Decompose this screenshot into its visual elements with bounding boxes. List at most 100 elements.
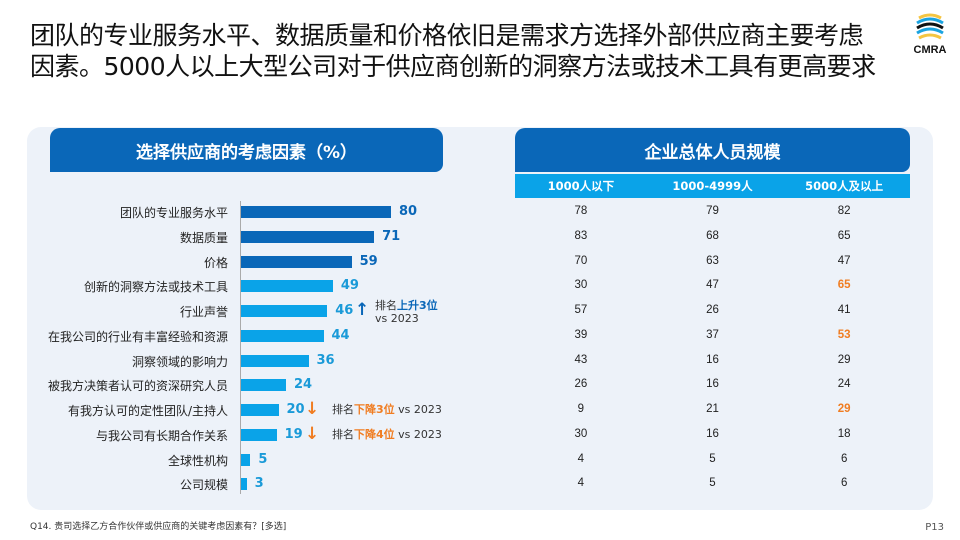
data-label: 19: [284, 426, 303, 442]
category-label: 行业声誉: [179, 305, 228, 319]
bar: [241, 230, 375, 243]
arrow-up-icon: ↑: [355, 300, 370, 320]
chart-axis: [240, 201, 241, 494]
table-cell: 83: [574, 229, 588, 242]
table-row: 30 16 18: [515, 428, 910, 440]
category-label: 创新的洞察方法或技术工具: [83, 280, 228, 295]
table-cell: 30: [574, 427, 588, 440]
bar: [241, 206, 391, 218]
category-label: 与我公司有长期合作关系: [95, 428, 228, 443]
table-cell: 16: [706, 353, 719, 366]
table-cell: 4: [577, 452, 585, 465]
table-cell: 6: [840, 477, 848, 490]
table-row: 26 16 24: [515, 378, 910, 390]
column-header: 1000人以下: [547, 179, 615, 193]
page-title: 团队的专业服务水平、数据质量和价格依旧是需求方选择外部供应商主要考虑因素。500…: [30, 21, 876, 81]
note-prefix: 排名: [332, 427, 354, 441]
table-cell: 24: [837, 378, 851, 391]
table-row: 30 47 65: [515, 279, 910, 291]
table-cell: 5: [709, 477, 716, 490]
table-cell: 30: [574, 279, 588, 292]
category-label: 被我方决策者认可的资深研究人员: [47, 379, 228, 394]
bar: [241, 329, 324, 342]
footnote: Q14. 贵司选择乙方合作伙伴或供应商的关键考虑因素有？[多选]: [30, 522, 287, 532]
data-label: 20: [286, 402, 305, 417]
table-cell: 65: [837, 229, 851, 242]
note-change: 下降4位: [354, 427, 395, 441]
data-label: 44: [331, 327, 350, 343]
logo-wave-icon: [916, 13, 944, 40]
arrow-down-icon: ↓: [305, 423, 320, 444]
note-suffix: vs 2023: [398, 427, 442, 441]
table-cell: 39: [574, 328, 588, 341]
table-cell: 29: [837, 403, 851, 415]
table-row: 39 37 53: [515, 329, 910, 341]
table-cell: 63: [706, 254, 719, 267]
bar: [241, 305, 328, 317]
data-label: 80: [399, 204, 418, 219]
table-title: 企业总体人员规模: [515, 128, 910, 172]
logo-text: CMRA: [913, 44, 947, 56]
table-cell: 4: [577, 477, 585, 490]
table-cell: 16: [706, 378, 719, 391]
data-label: 71: [382, 228, 401, 244]
table-cell: 26: [574, 378, 588, 391]
cmra-logo: CMRA: [905, 10, 955, 65]
table-cell: 6: [840, 452, 848, 465]
table-cell: 68: [706, 229, 719, 242]
note-suffix: vs 2023: [375, 312, 419, 325]
table-row: 43 16 29: [515, 354, 910, 366]
table-cell: 47: [837, 254, 851, 267]
rank-change-note: 排名下降3位 vs 2023: [332, 403, 442, 416]
category-label: 洞察领域的影响力: [131, 354, 228, 369]
category-label: 在我公司的行业有丰富经验和资源: [47, 329, 228, 344]
data-label: 49: [340, 278, 359, 294]
table-cell: 29: [837, 353, 851, 366]
data-label: 24: [294, 377, 313, 393]
category-label: 数据质量: [179, 230, 228, 245]
bar: [241, 354, 309, 367]
column-header: 1000-4999人: [672, 179, 753, 193]
table-cell: 78: [574, 205, 588, 217]
bar: [241, 379, 286, 392]
table-cell: 82: [837, 205, 851, 217]
table-header: 1000人以下 1000-4999人 5000人及以上: [515, 174, 910, 198]
table-cell: 37: [706, 328, 719, 341]
data-label: 36: [316, 352, 335, 368]
chart-title: 选择供应商的考虑因素（%）: [50, 128, 443, 172]
note-prefix: 排名: [332, 403, 354, 416]
table-cell: 43: [574, 353, 588, 366]
data-label: 59: [359, 253, 378, 269]
note-prefix: 排名: [375, 299, 397, 312]
note-change: 下降3位: [354, 403, 395, 416]
category-label: 全球性机构: [167, 453, 228, 468]
table-cell: 26: [706, 304, 719, 316]
bar: [241, 255, 352, 268]
bar: [241, 280, 333, 293]
table-cell: 18: [837, 427, 851, 440]
table-row: 4 5 6: [515, 477, 910, 489]
category-label: 价格: [203, 255, 228, 270]
table-cell: 41: [837, 304, 851, 316]
table-cell: 5: [709, 452, 716, 465]
column-header: 5000人及以上: [805, 179, 884, 193]
table-cell: 57: [574, 304, 588, 316]
page-number: P13: [925, 522, 944, 533]
rank-change-note: 排名下降4位 vs 2023: [332, 428, 442, 441]
bar: [241, 428, 277, 441]
table-cell: 53: [837, 328, 851, 341]
arrow-down-icon: ↓: [305, 399, 320, 419]
table-row: 70 63 47: [515, 255, 910, 267]
table-row: 83 68 65: [515, 230, 910, 242]
note-suffix: vs 2023: [398, 403, 442, 416]
bar: [241, 453, 251, 466]
data-label: 3: [254, 476, 264, 492]
table-row: 57 26 41: [515, 304, 910, 316]
table-cell: 16: [706, 427, 719, 440]
category-label: 公司规模: [179, 478, 228, 493]
table-cell: 79: [706, 205, 719, 217]
table-cell: 9: [577, 403, 585, 415]
table-row: 4 5 6: [515, 453, 910, 465]
data-label: 5: [258, 451, 268, 467]
rank-change-note: 排名上升3位 vs 2023: [375, 299, 438, 325]
